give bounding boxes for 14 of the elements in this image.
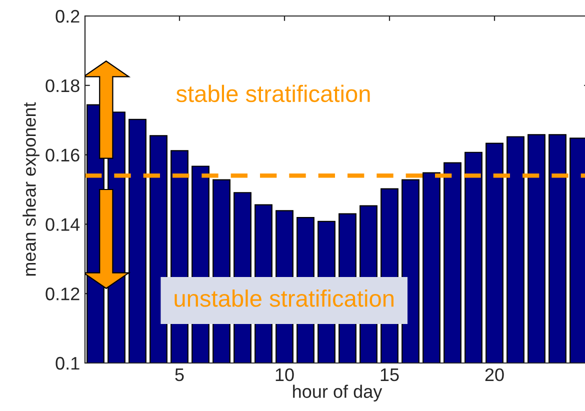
y-tick-label: 0.2	[56, 10, 80, 23]
annotation: unstable stratification	[174, 290, 394, 307]
x-axis-title: hour of day	[293, 384, 382, 402]
x-tick-label: 5	[175, 368, 184, 382]
x-tick-label: 15	[380, 368, 399, 382]
y-tick-label: 0.12	[46, 288, 80, 300]
y-tick-label: 0.18	[46, 79, 80, 92]
x-tick-label: 10	[276, 368, 294, 382]
x-tick-label: 20	[485, 368, 504, 382]
annotation: stable stratification	[176, 84, 370, 102]
y-axis-title: mean shear exponent	[22, 102, 40, 276]
y-tick-label: 0.16	[46, 148, 80, 162]
y-tick-label: 0.14	[46, 218, 80, 231]
y-tick-label: 0.1	[56, 356, 80, 370]
